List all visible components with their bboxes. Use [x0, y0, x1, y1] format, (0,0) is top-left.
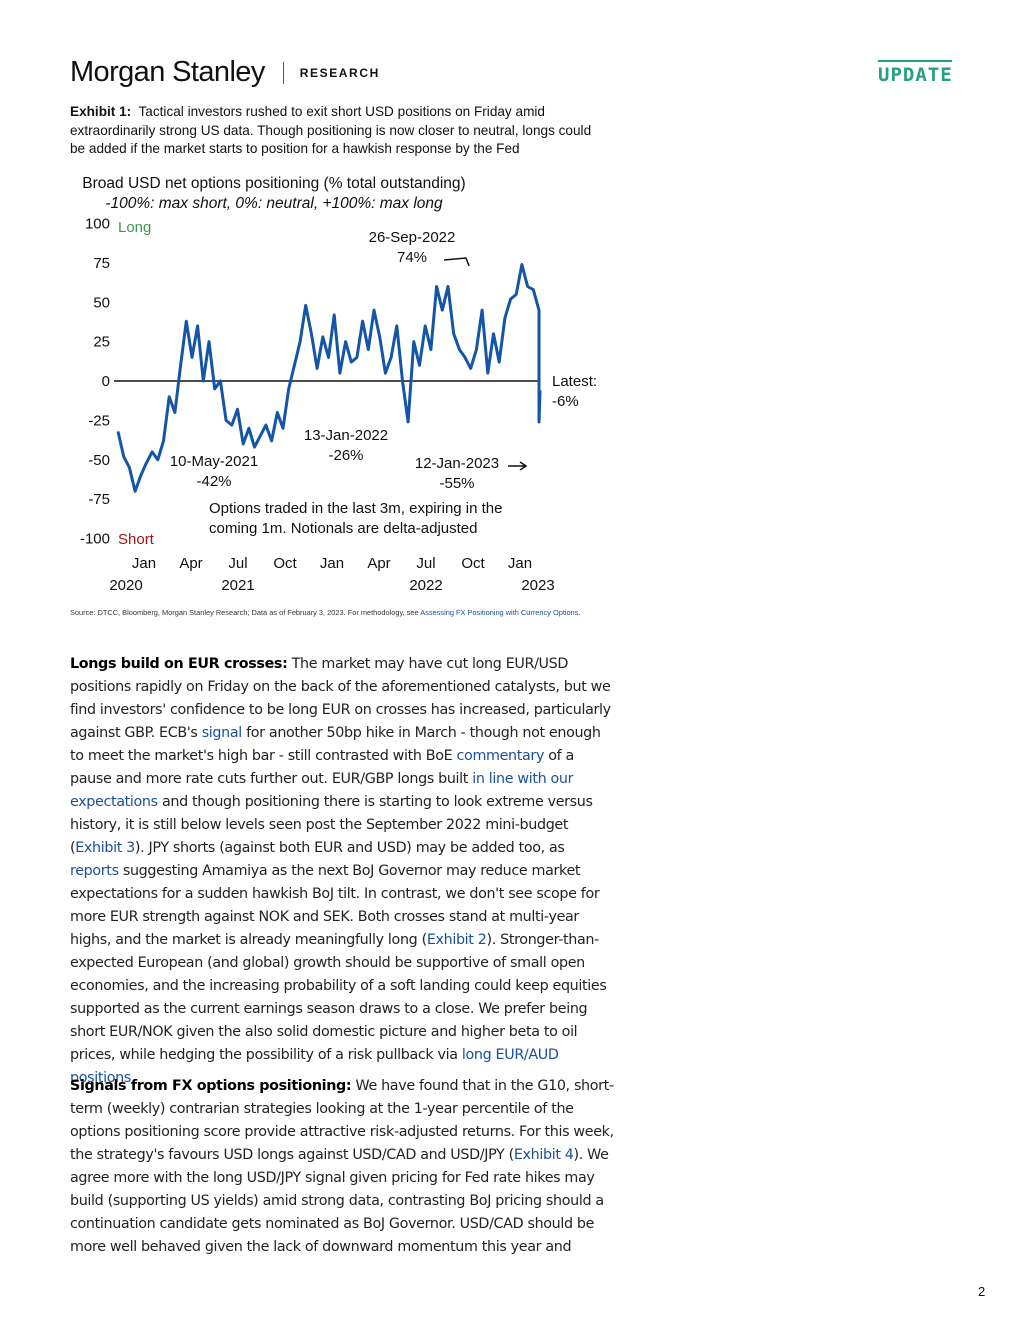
chart-subtitle: -100%: max short, 0%: neutral, +100%: ma… [105, 195, 443, 212]
x-tick-label: Oct [461, 555, 485, 572]
page-header: Morgan Stanley RESEARCH [70, 56, 380, 89]
paragraph-lead: Signals from FX options positioning: [70, 1078, 352, 1094]
x-year-label: 2023 [521, 577, 554, 594]
research-label: RESEARCH [299, 65, 380, 80]
x-tick-label: Jul [416, 555, 435, 572]
y-tick-label: 75 [93, 255, 110, 272]
morgan-stanley-logo: Morgan Stanley [70, 56, 265, 88]
x-year-label: 2021 [221, 577, 254, 594]
x-year-label: 2022 [409, 577, 442, 594]
y-tick-label: -25 [88, 412, 110, 429]
annotation-date: 12-Jan-2023 [415, 455, 499, 472]
exhibit-caption: Exhibit 1: Tactical investors rushed to … [70, 103, 610, 159]
x-tick-label: Jan [320, 555, 344, 572]
x-tick-label: Apr [367, 555, 390, 572]
x-tick-label: Apr [179, 555, 202, 572]
expectations-link[interactable]: in line with our expectations [70, 771, 574, 810]
paragraph-eur-crosses: Longs build on EUR crosses: The market m… [70, 656, 611, 1086]
y-tick-label: 100 [85, 216, 110, 233]
latest-label: Latest: [552, 373, 597, 390]
paragraph-lead: Longs build on EUR crosses: [70, 656, 288, 672]
y-tick-label: -50 [88, 452, 110, 469]
reports-link[interactable]: reports [70, 863, 119, 879]
y-tick-label: 25 [93, 334, 110, 351]
chart-title: Broad USD net options positioning (% tot… [82, 175, 465, 192]
chart-note-line2: coming 1m. Notionals are delta-adjusted [209, 520, 477, 537]
x-tick-label: Jan [508, 555, 532, 572]
paragraph-options-signals: Signals from FX options positioning: We … [70, 1078, 614, 1255]
y-tick-label: 0 [102, 373, 110, 390]
series-line [116, 263, 542, 493]
annotation-date: 13-Jan-2022 [304, 427, 388, 444]
exhibit-label: Exhibit 1: [70, 104, 132, 119]
y-tick-label: -100 [80, 531, 110, 548]
exhibit-3-link[interactable]: Exhibit 3 [75, 840, 135, 856]
annotation-date: 26-Sep-2022 [369, 229, 456, 246]
long-label: Long [118, 219, 151, 236]
annotation-date: 10-May-2021 [170, 453, 258, 470]
signal-link[interactable]: signal [201, 725, 243, 741]
page-number: 2 [978, 1284, 986, 1299]
x-year-label: 2020 [109, 577, 142, 594]
exhibit-4-link[interactable]: Exhibit 4 [513, 1147, 574, 1163]
positioning-chart: Broad USD net options positioning (% tot… [80, 175, 597, 594]
x-axis-ticks: Jan 2020 Apr Jul 2021 Oct Jan Apr Jul 2022 Oct Jan 2… [109, 555, 554, 594]
y-tick-label: 50 [93, 294, 110, 311]
latest-value: -6% [552, 393, 579, 410]
chart-annotations: 26-Sep-2022 74% 13-Jan-2022 -26% 10-May-2021… [170, 229, 499, 492]
exhibit-text: Tactical investors rushed to exit short … [70, 104, 592, 156]
chart-note-line1: Options traded in the last 3m, expiring … [209, 500, 503, 517]
commentary-link[interactable]: commentary [456, 748, 545, 764]
methodology-link[interactable]: Assessing FX Positioning with Currency O… [420, 608, 579, 617]
short-label: Short [118, 531, 155, 548]
x-tick-label: Jan [132, 555, 156, 572]
trough-arrow [508, 461, 528, 471]
header-divider [282, 61, 284, 84]
x-tick-label: Oct [273, 555, 297, 572]
annotation-value: 74% [397, 249, 427, 266]
annotation-value: -55% [439, 475, 474, 492]
y-axis-ticks: 100 75 50 25 0 -25 -50 -75 -100 [80, 216, 110, 548]
update-badge: UPDATE [878, 60, 952, 86]
annotation-value: -42% [196, 473, 231, 490]
eur-aud-link[interactable]: long EUR/AUD positions [70, 1047, 559, 1086]
annotation-value: -26% [328, 447, 363, 464]
source-text: Source: DTCC, Bloomberg, Morgan Stanley … [70, 608, 421, 617]
y-tick-label: -75 [88, 491, 110, 508]
peak-arrow [443, 257, 470, 267]
exhibit-2-link[interactable]: Exhibit 2 [426, 932, 487, 948]
x-tick-label: Jul [228, 555, 247, 572]
chart-source: Source: DTCC, Bloomberg, Morgan Stanley … [70, 608, 581, 617]
